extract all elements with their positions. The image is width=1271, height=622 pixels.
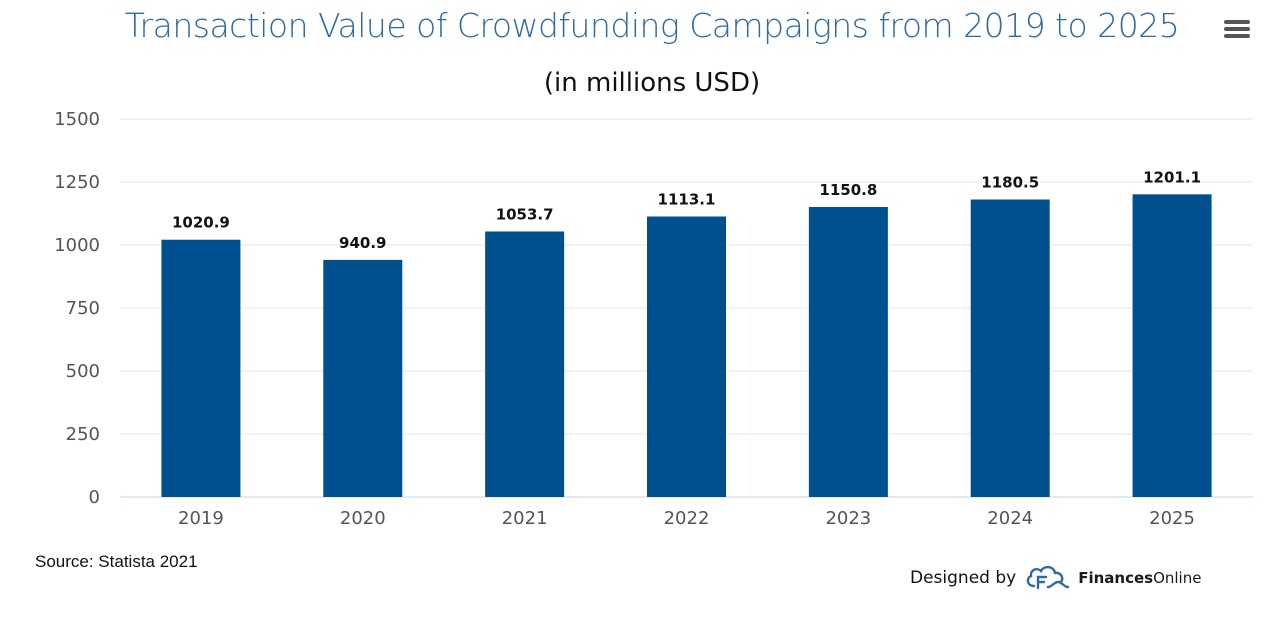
y-tick-label: 1500 — [54, 109, 100, 130]
y-tick-label: 250 — [66, 424, 100, 445]
bar-2021[interactable] — [485, 231, 565, 498]
bar-2022[interactable] — [647, 216, 726, 498]
x-axis-ticks: 2019 2020 2021 2022 2023 2024 2025 — [178, 508, 1195, 529]
value-label: 1020.9 — [172, 214, 230, 232]
chart-title: Transaction Value of Crowdfunding Campai… — [124, 6, 1180, 45]
bar-2019[interactable] — [161, 239, 241, 497]
brand-name: FinancesOnline — [1078, 569, 1202, 587]
x-tick-label: 2021 — [502, 508, 548, 529]
y-tick-label: 1250 — [54, 172, 100, 193]
y-tick-label: 0 — [89, 487, 100, 508]
x-tick-label: 2024 — [987, 508, 1033, 529]
value-labels: 1020.9 940.9 1053.7 1113.1 1150.8 1180.5 1201.… — [172, 168, 1201, 252]
value-label: 940.9 — [339, 234, 386, 252]
value-label: 1150.8 — [819, 181, 877, 199]
bar-2024[interactable] — [970, 199, 1050, 497]
source-note: Source: Statista 2021 — [35, 552, 198, 571]
value-label: 1180.5 — [981, 174, 1039, 192]
value-label: 1113.1 — [658, 190, 716, 208]
value-label: 1201.1 — [1143, 168, 1201, 186]
designed-by-label: Designed by — [910, 568, 1017, 588]
financesonline-logo-icon — [1026, 565, 1070, 590]
bar-2023[interactable] — [808, 206, 888, 497]
x-tick-label: 2023 — [825, 508, 871, 529]
bar-2025[interactable] — [1132, 194, 1212, 497]
chart-subtitle: (in millions USD) — [543, 68, 761, 98]
bar-2020[interactable] — [323, 259, 403, 497]
bars — [161, 194, 1212, 498]
x-tick-label: 2022 — [664, 508, 710, 529]
x-tick-label: 2025 — [1149, 508, 1195, 529]
hamburger-menu-icon[interactable] — [1224, 20, 1250, 42]
value-label: 1053.7 — [496, 205, 554, 223]
y-tick-label: 500 — [66, 361, 100, 382]
y-tick-label: 1000 — [54, 235, 100, 256]
y-tick-label: 750 — [66, 298, 100, 319]
y-axis-ticks: 0 250 500 750 1000 1250 1500 — [54, 109, 100, 508]
x-tick-label: 2020 — [340, 508, 386, 529]
x-tick-label: 2019 — [178, 508, 224, 529]
designed-by: Designed by FinancesOnline — [910, 564, 1201, 592]
